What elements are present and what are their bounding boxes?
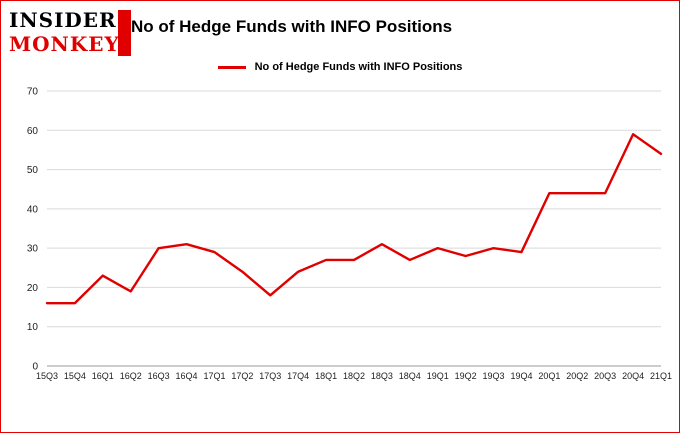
x-tick-label: 15Q4 — [64, 371, 86, 381]
x-tick-label: 19Q3 — [483, 371, 505, 381]
logo-text-monkey: MONKEY — [9, 32, 120, 56]
legend-line-swatch — [217, 65, 246, 69]
x-tick-label: 16Q3 — [148, 371, 170, 381]
logo-red-bar — [118, 10, 131, 56]
x-tick-label: 19Q4 — [510, 371, 532, 381]
y-tick-label: 60 — [27, 126, 39, 137]
x-tick-label: 16Q2 — [120, 371, 142, 381]
x-tick-label: 17Q3 — [259, 371, 281, 381]
logo-text-insider: INSIDER — [9, 8, 117, 32]
y-tick-label: 40 — [27, 204, 39, 215]
x-tick-label: 20Q4 — [622, 371, 644, 381]
x-tick-label: 21Q1 — [650, 371, 672, 381]
insider-monkey-logo: INSIDER MONKEY — [9, 8, 131, 58]
legend: No of Hedge Funds with INFO Positions — [1, 61, 679, 73]
x-tick-label: 17Q1 — [203, 371, 225, 381]
x-tick-label: 17Q2 — [231, 371, 253, 381]
x-tick-label: 16Q4 — [176, 371, 198, 381]
x-tick-label: 16Q1 — [92, 371, 114, 381]
x-tick-label: 19Q2 — [455, 371, 477, 381]
x-tick-label: 20Q2 — [566, 371, 588, 381]
y-tick-label: 50 — [27, 165, 39, 176]
chart-svg: 0 10 20 30 40 50 60 70 15Q3 15Q4 16Q1 16Q2 16Q3 16Q4 1… — [27, 87, 672, 382]
y-tick-label: 20 — [27, 283, 39, 294]
chart-title: No of Hedge Funds with INFO Positions — [131, 17, 453, 36]
y-tick-label: 10 — [27, 322, 39, 333]
x-tick-label: 18Q3 — [371, 371, 393, 381]
y-tick-label: 30 — [27, 244, 39, 255]
y-tick-label: 0 — [32, 362, 38, 373]
x-tick-label: 18Q1 — [315, 371, 337, 381]
legend-label: No of Hedge Funds with INFO Positions — [254, 61, 463, 73]
y-tick-label: 70 — [27, 87, 39, 98]
x-tick-label: 20Q1 — [538, 371, 560, 381]
x-tick-label: 18Q4 — [399, 371, 421, 381]
series-line — [45, 133, 663, 305]
x-tick-label: 18Q2 — [343, 371, 365, 381]
x-tick-label: 17Q4 — [287, 371, 309, 381]
x-tick-label: 20Q3 — [594, 371, 616, 381]
x-tick-label: 19Q1 — [427, 371, 449, 381]
x-tick-label: 15Q3 — [36, 371, 58, 381]
